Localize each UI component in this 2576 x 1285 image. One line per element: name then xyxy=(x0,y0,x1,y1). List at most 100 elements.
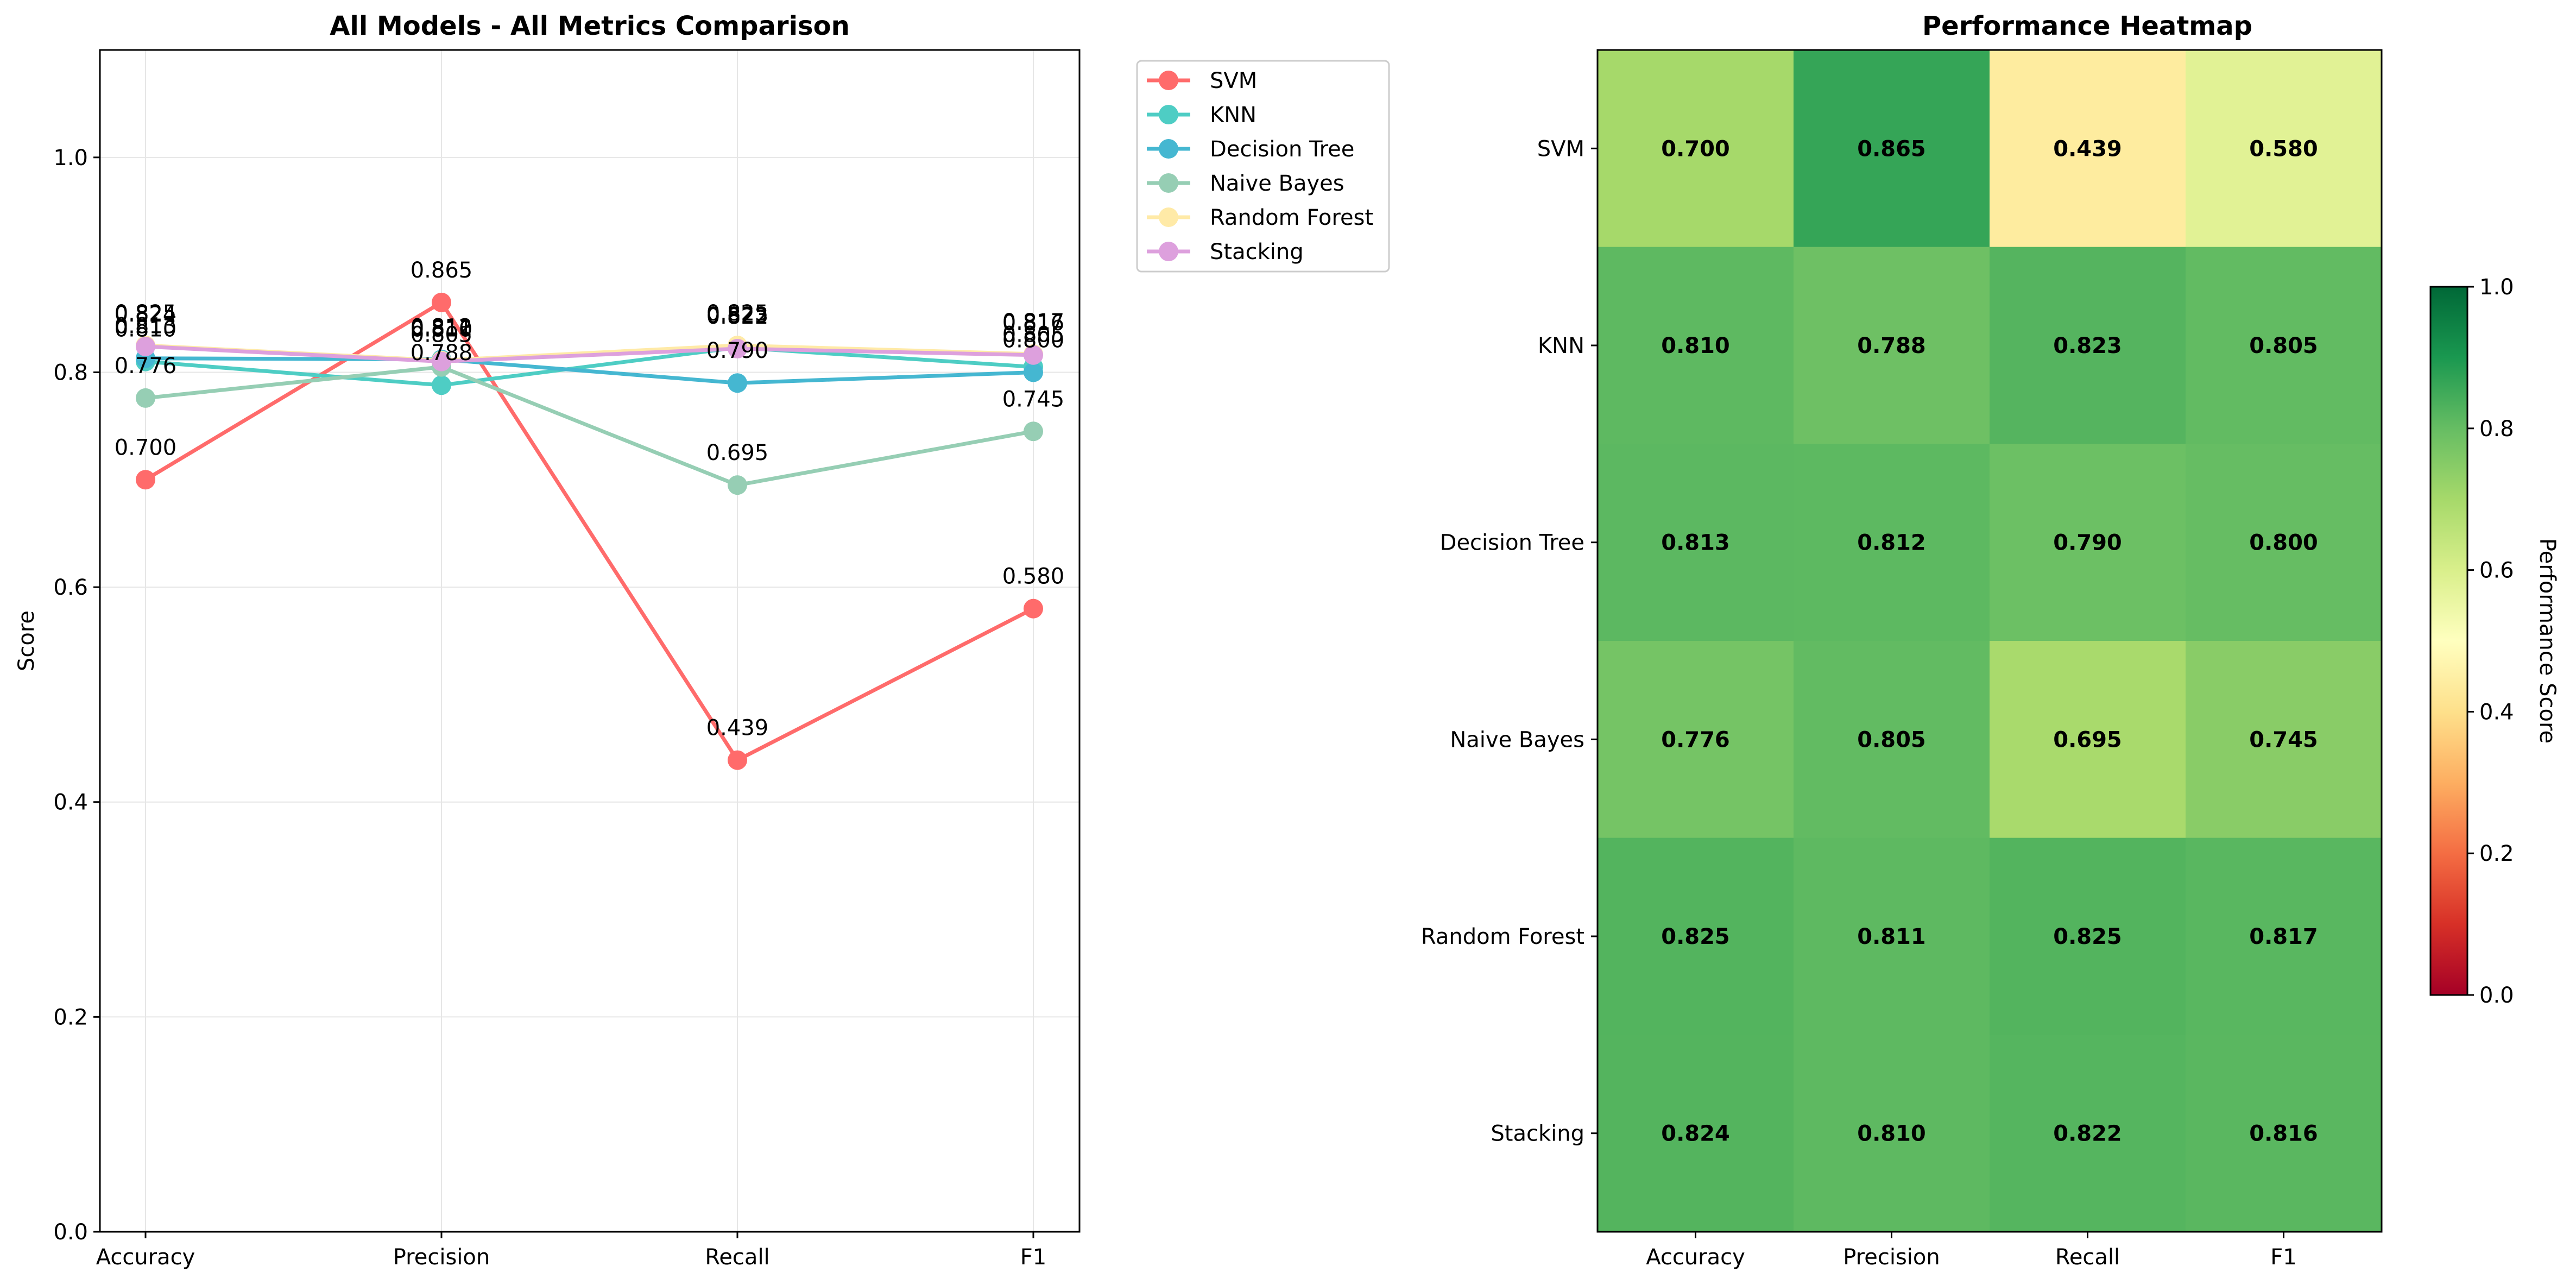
series-stacking xyxy=(136,336,1043,371)
line-chart-series xyxy=(136,292,1043,770)
heatmap-cell-value: 0.800 xyxy=(2249,531,2318,556)
legend-label: Stacking xyxy=(1210,240,1304,264)
legend-marker xyxy=(1159,105,1178,124)
heatmap-cell-fill xyxy=(1598,641,1794,839)
heatmap-cell-value: 0.745 xyxy=(2249,727,2318,752)
heatmap-cell-fill xyxy=(1794,247,1990,444)
data-label-naive-bayes: 0.695 xyxy=(706,440,769,465)
series-line-stacking xyxy=(145,344,1034,364)
data-point-naive-bayes xyxy=(136,388,155,408)
y-tick-label: 0.4 xyxy=(53,790,88,815)
heatmap-cell-value: 0.790 xyxy=(2053,531,2122,556)
legend-label: Naive Bayes xyxy=(1210,171,1344,196)
heatmap-cell-naive-bayes-precision: 0.805 xyxy=(1794,641,1990,839)
heatmap-cell-value: 0.813 xyxy=(1661,531,1730,556)
x-tick-label-accuracy: Accuracy xyxy=(96,1245,195,1270)
series-line-decision-tree xyxy=(145,356,1034,385)
heatmap-cell-fill xyxy=(2186,1035,2382,1232)
heatmap-title: Performance Heatmap xyxy=(1922,11,2252,41)
heatmap-cell-fill xyxy=(2186,50,2382,248)
heatmap-cell-value: 0.812 xyxy=(1857,531,1926,556)
heatmap-cell-stacking-f1: 0.816 xyxy=(2186,1035,2382,1232)
heatmap-cell-value: 0.822 xyxy=(2053,1122,2122,1147)
heatmap-cell-fill xyxy=(1794,1035,1990,1232)
heatmap-cell-fill xyxy=(1794,641,1990,839)
y-tick-label: 0.8 xyxy=(53,360,88,385)
heatmap-cell-fill xyxy=(1598,247,1794,444)
data-point-svm xyxy=(136,470,155,490)
heatmap-cell-value: 0.788 xyxy=(1857,333,1926,358)
data-point-svm xyxy=(1024,599,1043,619)
data-label-knn: 0.805 xyxy=(1002,323,1065,348)
heatmap-cell-svm-accuracy: 0.700 xyxy=(1598,50,1794,248)
legend-label: SVM xyxy=(1210,68,1257,93)
row-label-stacking: Stacking xyxy=(1491,1122,1584,1147)
line-chart-title: All Models - All Metrics Comparison xyxy=(330,11,850,41)
data-point-decision-tree xyxy=(1024,362,1043,382)
data-point-naive-bayes xyxy=(728,475,747,495)
legend-marker xyxy=(1159,207,1178,227)
row-label-decision-tree: Decision Tree xyxy=(1440,531,1584,556)
legend-marker xyxy=(1159,173,1178,193)
data-label-decision-tree: 0.800 xyxy=(1002,327,1065,352)
colorbar-tick-label: 0.4 xyxy=(2479,700,2514,725)
heatmap-cell-fill xyxy=(1990,247,2186,444)
legend: SVM KNN Decision Tree Naive Bayes Random For… xyxy=(1136,60,1390,273)
data-point-stacking xyxy=(728,338,747,358)
heatmap-cell-fill xyxy=(1990,444,2186,641)
heatmap-cell-svm-precision: 0.865 xyxy=(1794,50,1990,248)
data-point-svm xyxy=(728,750,747,770)
heatmap-cell-naive-bayes-recall: 0.695 xyxy=(1990,641,2186,839)
legend-marker xyxy=(1159,242,1178,261)
data-label-svm: 0.700 xyxy=(115,435,177,460)
heatmap-cell-value: 0.439 xyxy=(2053,136,2122,161)
legend-item-naive-bayes: Naive Bayes xyxy=(1147,171,1344,196)
heatmap-cell-value: 0.825 xyxy=(2053,924,2122,949)
data-label-decision-tree: 0.813 xyxy=(115,314,177,339)
data-label-naive-bayes: 0.805 xyxy=(411,323,473,348)
legend-label: Random Forest xyxy=(1210,205,1373,230)
legend-item-svm: SVM xyxy=(1147,68,1257,93)
legend-item-stacking: Stacking xyxy=(1147,240,1304,264)
line-chart-plot-frame xyxy=(99,49,1081,1233)
series-line-naive-bayes xyxy=(145,365,1034,487)
heatmap-cell-value: 0.776 xyxy=(1661,727,1730,752)
y-tick-label: 0.0 xyxy=(53,1220,88,1245)
y-tick-label: 1.0 xyxy=(53,146,88,171)
colorbar-label: Performance Score xyxy=(2535,538,2560,744)
heatmap-cell-random-forest-precision: 0.811 xyxy=(1794,837,1990,1035)
row-label-random-forest: Random Forest xyxy=(1421,924,1584,949)
data-label-stacking: 0.824 xyxy=(115,302,177,327)
row-label-naive-bayes: Naive Bayes xyxy=(1450,727,1584,752)
heatmap-cell-value: 0.811 xyxy=(1857,924,1926,949)
colorbar-ticks: 0.0 0.2 0.4 0.6 0.8 1.0 xyxy=(2467,275,2514,1008)
heatmap-cell-fill xyxy=(1794,837,1990,1035)
colorbar-gradient xyxy=(2429,286,2468,996)
colorbar-tick-label: 1.0 xyxy=(2479,275,2514,300)
line-chart: All Models - All Metrics Comparison 0.70… xyxy=(14,11,1081,1270)
legend-item-knn: KNN xyxy=(1147,103,1257,128)
y-tick-label: 0.2 xyxy=(53,1005,88,1030)
data-label-stacking: 0.822 xyxy=(706,304,769,329)
data-label-stacking: 0.816 xyxy=(1002,311,1065,336)
heatmap-cell-value: 0.825 xyxy=(1661,924,1730,949)
data-point-decision-tree xyxy=(728,373,747,393)
heatmap-cell-fill xyxy=(1990,837,2186,1035)
heatmap-cell-decision-tree-recall: 0.790 xyxy=(1990,444,2186,641)
colorbar-tick-label: 0.6 xyxy=(2479,558,2514,583)
heatmap-cell-value: 0.824 xyxy=(1661,1122,1730,1147)
legend-frame xyxy=(1136,60,1390,273)
series-svm xyxy=(136,292,1043,770)
heatmap-cell-knn-recall: 0.823 xyxy=(1990,247,2186,444)
line-chart-y-axis: 0.0 0.2 0.4 0.6 0.8 1.0 xyxy=(53,146,100,1245)
column-label-recall: Recall xyxy=(2055,1245,2120,1270)
series-naive-bayes xyxy=(136,357,1043,495)
row-label-svm: SVM xyxy=(1537,136,1584,161)
heatmap-cell-fill xyxy=(1990,50,2186,248)
legend-item-decision-tree: Decision Tree xyxy=(1147,137,1354,162)
heatmap-cells: 0.700 0.865 0.439 0.580 0.810 0.788 0.823 0.805… xyxy=(1598,50,2382,1232)
x-tick-label-recall: Recall xyxy=(705,1245,769,1270)
heatmap-cell-fill xyxy=(1990,1035,2186,1232)
heatmap-chart: Performance Heatmap 0.700 0.865 0.439 0.580… xyxy=(1421,11,2383,1270)
